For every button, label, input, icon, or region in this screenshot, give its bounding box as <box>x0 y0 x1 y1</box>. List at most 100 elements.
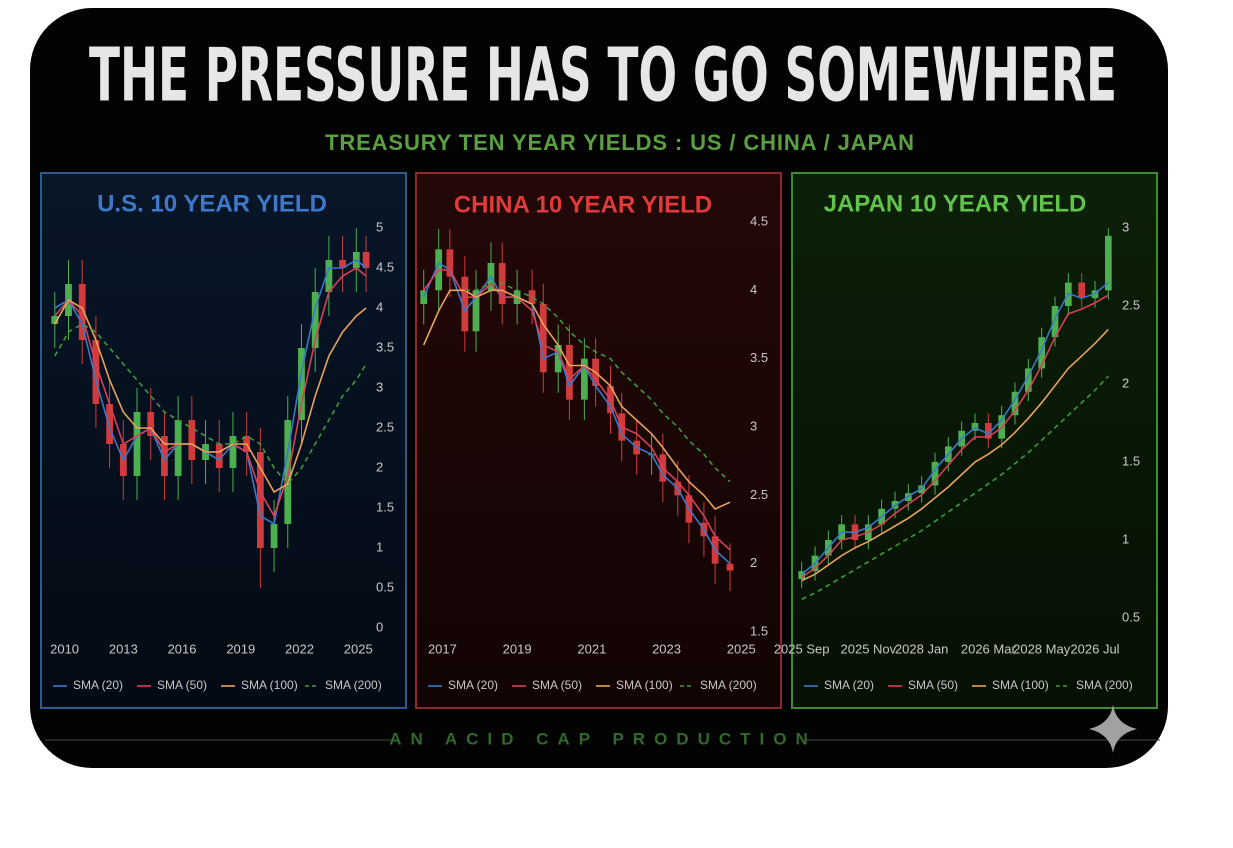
main-title: THE PRESSURE HAS TO GO SOMEWHERE <box>89 33 1117 119</box>
sma-line <box>422 289 731 510</box>
candle-body <box>1025 368 1032 392</box>
x-tick-label: 2025 Nov <box>841 641 897 656</box>
y-tick-label: 1.5 <box>376 499 394 514</box>
x-tick-label: 2025 <box>727 641 756 656</box>
candle-body <box>270 524 278 548</box>
y-tick-label: 4 <box>750 282 757 297</box>
x-tick-label: 2017 <box>428 641 457 656</box>
candle-body <box>133 412 141 476</box>
legend-label: SMA (50) <box>908 678 958 692</box>
y-tick-label: 2.5 <box>1122 297 1140 312</box>
candle-body <box>726 563 734 571</box>
y-tick-label: 2.5 <box>376 419 394 434</box>
candle-body <box>78 284 86 340</box>
y-tick-label: 3 <box>376 379 383 394</box>
candle-body <box>339 260 346 268</box>
panel-china <box>415 172 782 709</box>
sma-line <box>464 282 731 483</box>
candle-body <box>147 412 155 436</box>
candle-body <box>106 404 113 444</box>
x-tick-label: 2023 <box>652 641 681 656</box>
candle-body <box>985 423 992 439</box>
candle-body <box>798 571 805 579</box>
sma-line <box>801 281 1109 575</box>
candle-body <box>1051 306 1059 338</box>
y-tick-label: 0 <box>376 619 383 634</box>
panel-title: CHINA 10 YEAR YIELD <box>454 191 712 218</box>
sparkle-icon <box>1089 705 1137 753</box>
plots: 0 0.5 1 1.5 2 2.5 3 3.5 4 4.5 5 2010 2013 2016 2019 202… <box>50 213 1140 692</box>
y-tick-label: 2 <box>750 555 757 570</box>
x-tick-label: 2013 <box>109 641 138 656</box>
y-tick-label: 2 <box>1122 375 1129 390</box>
candle-body <box>215 444 223 468</box>
candle-body <box>539 304 547 373</box>
candle-body <box>1105 235 1112 291</box>
candle-body <box>256 452 264 548</box>
candle-body <box>362 252 370 268</box>
y-tick-label: 1.5 <box>1122 453 1140 468</box>
legend-label: SMA (50) <box>157 678 207 692</box>
candle-body <box>51 316 59 324</box>
y-tick-label: 3 <box>1122 219 1129 234</box>
legend-label: SMA (50) <box>532 678 582 692</box>
sma-line <box>54 298 367 494</box>
legend-label: SMA (100) <box>992 678 1049 692</box>
y-tick-label: 0.5 <box>376 579 394 594</box>
y-tick-label: 3 <box>750 418 757 433</box>
y-tick-label: 3.5 <box>376 339 394 354</box>
x-tick-label: 2028 Jan <box>895 641 949 656</box>
panel-title: U.S. 10 YEAR YIELD <box>97 190 327 217</box>
candle-body <box>472 290 480 332</box>
y-tick-label: 2 <box>376 459 383 474</box>
candle-body <box>446 249 454 277</box>
candle-body <box>174 420 182 476</box>
y-tick-label: 2.5 <box>750 487 768 502</box>
y-tick-label: 4.5 <box>376 259 394 274</box>
x-tick-label: 2026 Mar <box>961 641 1017 656</box>
sma-line <box>801 328 1109 582</box>
y-tick-label: 5 <box>376 219 383 234</box>
y-tick-label: 1 <box>376 539 383 554</box>
y-tick-label: 0.5 <box>1122 609 1140 624</box>
legend-label: SMA (100) <box>241 678 298 692</box>
panel-title: JAPAN 10 YEAR YIELD <box>824 190 1087 217</box>
candle-body <box>161 436 168 476</box>
x-tick-label: 2022 <box>285 641 314 656</box>
x-tick-label: 2026 Jul <box>1070 641 1119 656</box>
legend-label: SMA (20) <box>824 678 874 692</box>
legend-label: SMA (20) <box>448 678 498 692</box>
y-tick-label: 1.5 <box>750 623 768 638</box>
legend-label: SMA (200) <box>325 678 382 692</box>
candle-body <box>311 292 319 348</box>
candle-body <box>188 420 196 460</box>
y-tick-label: 3.5 <box>750 350 768 365</box>
candle-body <box>931 462 939 486</box>
candle-body <box>461 276 469 332</box>
x-tick-label: 2010 <box>50 641 79 656</box>
x-tick-label: 2019 <box>226 641 255 656</box>
footer-text: AN ACID CAP PRODUCTION <box>389 729 817 748</box>
sma-line <box>423 269 731 551</box>
legend-label: SMA (20) <box>73 678 123 692</box>
candle-body <box>1078 282 1085 299</box>
candle-body <box>325 260 333 292</box>
y-tick-label: 4.5 <box>750 213 768 228</box>
candle-body <box>566 345 573 400</box>
candle-body <box>1038 337 1045 369</box>
x-tick-label: 2019 <box>503 641 532 656</box>
x-tick-label: 2028 May <box>1013 641 1071 656</box>
candle-body <box>554 345 562 373</box>
candle-body <box>298 348 305 420</box>
y-tick-label: 1 <box>1122 531 1129 546</box>
legend-label: SMA (200) <box>1076 678 1133 692</box>
legend-label: SMA (100) <box>616 678 673 692</box>
candle-body <box>229 436 237 468</box>
x-tick-label: 2016 <box>168 641 197 656</box>
y-tick-label: 4 <box>376 299 383 314</box>
candle-body <box>1011 391 1019 416</box>
sma-line <box>801 375 1109 601</box>
candle-body <box>580 358 588 400</box>
x-tick-label: 2021 <box>577 641 606 656</box>
